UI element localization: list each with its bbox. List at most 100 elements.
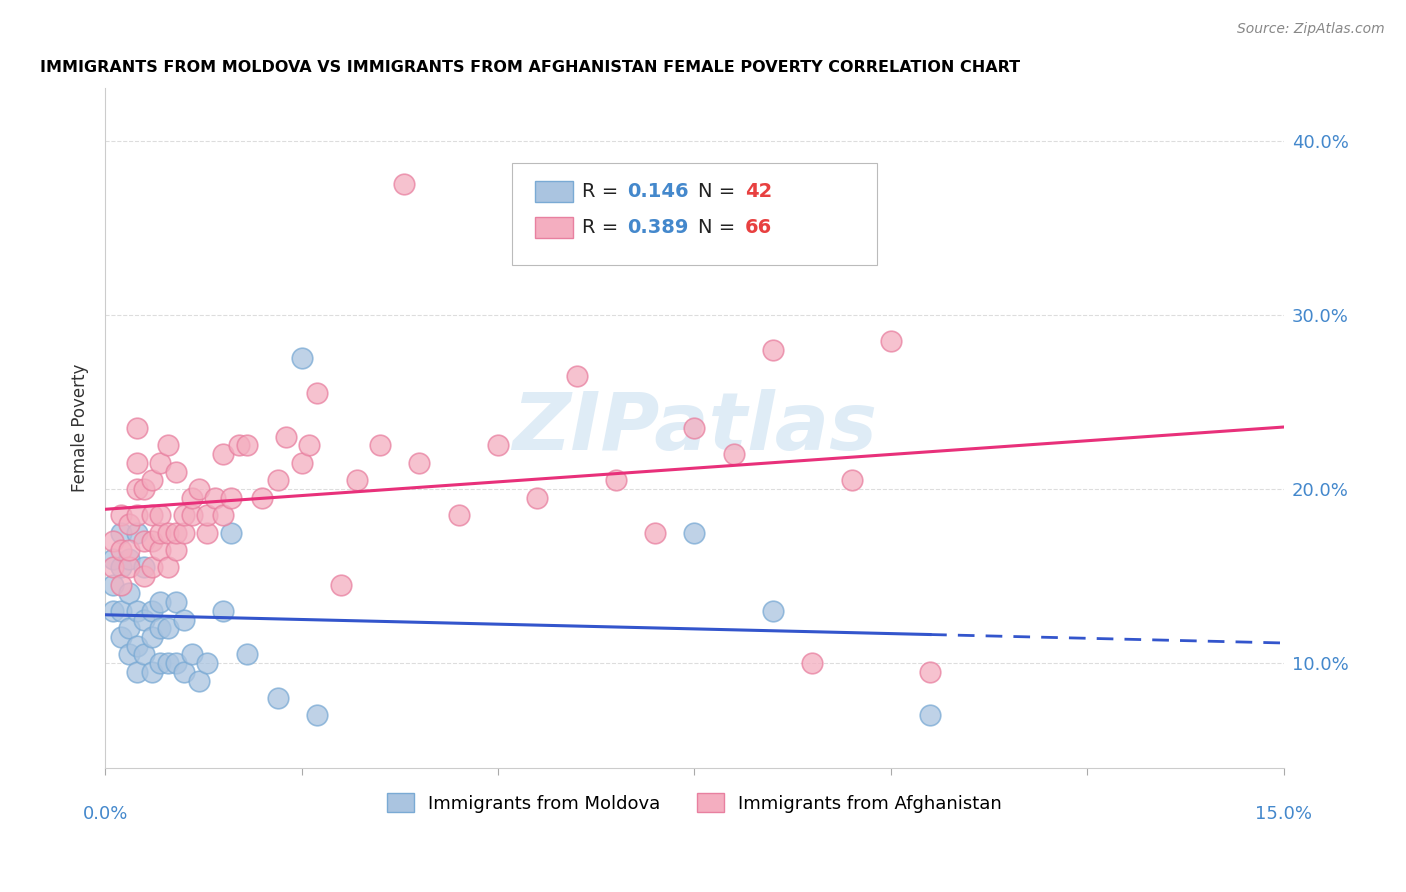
Text: Source: ZipAtlas.com: Source: ZipAtlas.com — [1237, 22, 1385, 37]
Point — [101, 551, 124, 566]
Point — [141, 560, 163, 574]
Point — [118, 543, 141, 558]
Point — [125, 508, 148, 522]
Point — [141, 508, 163, 522]
Point — [157, 656, 180, 670]
Point — [141, 630, 163, 644]
Point — [291, 456, 314, 470]
Point — [125, 482, 148, 496]
Point — [157, 438, 180, 452]
Point — [125, 604, 148, 618]
Point — [212, 508, 235, 522]
Point — [149, 508, 172, 522]
Point — [346, 473, 368, 487]
Point — [267, 473, 290, 487]
Point — [149, 656, 172, 670]
Point — [605, 473, 627, 487]
Text: ZIPatlas: ZIPatlas — [512, 389, 877, 467]
Point — [149, 595, 172, 609]
Point — [134, 648, 156, 662]
Point — [486, 438, 509, 452]
Point — [101, 534, 124, 549]
Point — [188, 673, 211, 688]
Point — [149, 543, 172, 558]
Point — [683, 525, 706, 540]
Text: 0.0%: 0.0% — [83, 805, 128, 823]
Point — [118, 516, 141, 531]
Point — [134, 569, 156, 583]
Point — [408, 456, 430, 470]
Point — [118, 621, 141, 635]
Text: N =: N = — [697, 182, 741, 201]
Point — [195, 656, 218, 670]
FancyBboxPatch shape — [536, 181, 574, 202]
Y-axis label: Female Poverty: Female Poverty — [72, 364, 89, 492]
Point — [125, 665, 148, 679]
Point — [173, 508, 195, 522]
Text: R =: R = — [582, 218, 624, 237]
Point — [141, 534, 163, 549]
Text: R =: R = — [582, 182, 624, 201]
Point — [307, 386, 329, 401]
Point — [762, 343, 785, 357]
Point — [723, 447, 745, 461]
Point — [110, 508, 132, 522]
Point — [110, 604, 132, 618]
FancyBboxPatch shape — [512, 163, 877, 265]
Point — [801, 656, 824, 670]
Text: N =: N = — [697, 218, 741, 237]
Point — [841, 473, 863, 487]
Point — [173, 665, 195, 679]
Point — [392, 177, 415, 191]
Text: 0.389: 0.389 — [627, 218, 689, 237]
Point — [212, 447, 235, 461]
Point — [329, 578, 352, 592]
Point — [125, 525, 148, 540]
Point — [110, 560, 132, 574]
Point — [165, 543, 187, 558]
Point — [219, 491, 242, 505]
Point — [110, 578, 132, 592]
Point — [134, 482, 156, 496]
Point — [157, 525, 180, 540]
Point — [165, 525, 187, 540]
Point — [762, 604, 785, 618]
Point — [141, 604, 163, 618]
FancyBboxPatch shape — [536, 217, 574, 238]
Point — [141, 665, 163, 679]
Text: IMMIGRANTS FROM MOLDOVA VS IMMIGRANTS FROM AFGHANISTAN FEMALE POVERTY CORRELATIO: IMMIGRANTS FROM MOLDOVA VS IMMIGRANTS FR… — [41, 60, 1021, 75]
Point — [173, 525, 195, 540]
Point — [644, 525, 666, 540]
Point — [274, 430, 297, 444]
Point — [188, 482, 211, 496]
Point — [307, 708, 329, 723]
Text: 15.0%: 15.0% — [1256, 805, 1312, 823]
Point — [447, 508, 470, 522]
Point — [180, 508, 202, 522]
Point — [157, 621, 180, 635]
Point — [101, 604, 124, 618]
Point — [141, 473, 163, 487]
Text: 66: 66 — [745, 218, 772, 237]
Text: 42: 42 — [745, 182, 772, 201]
Point — [368, 438, 391, 452]
Point — [101, 560, 124, 574]
Point — [267, 691, 290, 706]
Point — [125, 421, 148, 435]
Point — [195, 525, 218, 540]
Point — [195, 508, 218, 522]
Point — [134, 560, 156, 574]
Point — [173, 613, 195, 627]
Point — [298, 438, 321, 452]
Point — [149, 456, 172, 470]
Point — [118, 551, 141, 566]
Point — [235, 438, 257, 452]
Point — [125, 456, 148, 470]
Point — [165, 465, 187, 479]
Point — [157, 560, 180, 574]
Point — [110, 630, 132, 644]
Point — [235, 648, 257, 662]
Point — [125, 639, 148, 653]
Point — [212, 604, 235, 618]
Point — [880, 334, 903, 348]
